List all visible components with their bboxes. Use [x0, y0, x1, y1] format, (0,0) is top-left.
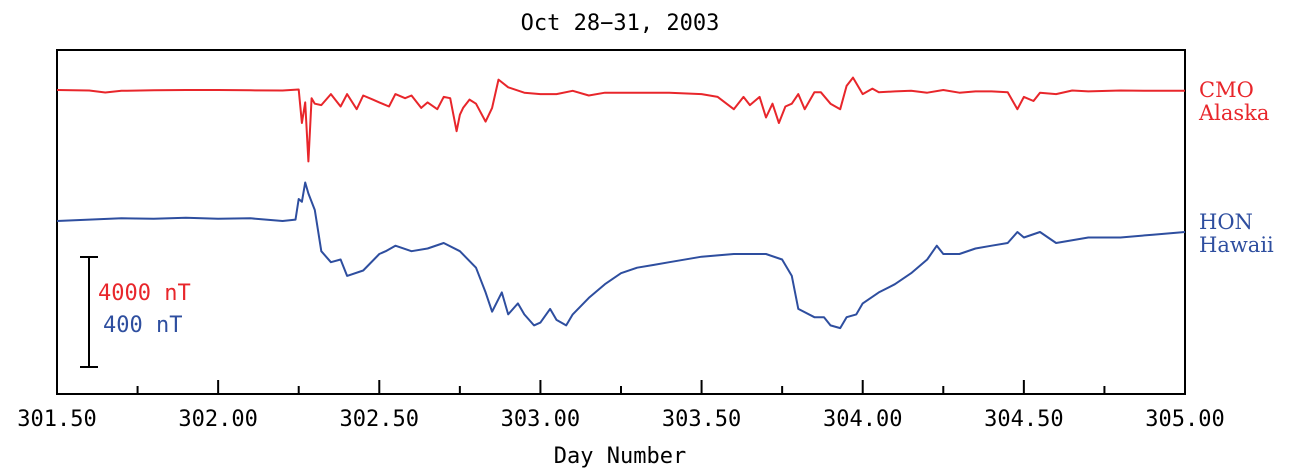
x-tick-label-1: 302.00 [178, 407, 257, 432]
plot-frame [56, 49, 1186, 395]
x-tick-label-6: 304.50 [984, 407, 1063, 432]
series-layer [56, 76, 1186, 330]
chart-title: Oct 28−31, 2003 [521, 11, 720, 36]
scale-label-cmo: 4000 nT [98, 281, 191, 306]
scale-label-hon: 400 nT [103, 313, 182, 338]
legend-hon-line1: HON [1199, 210, 1253, 234]
x-tick-label-0: 301.50 [17, 407, 96, 432]
scale-bar: 4000 nT 400 nT [80, 256, 191, 368]
legend-cmo-line2: Alaska [1198, 101, 1269, 125]
x-tick-label-7: 305.00 [1145, 407, 1224, 432]
legend-hon-line2: Hawaii [1199, 233, 1274, 257]
series-line-cmo [56, 76, 1185, 163]
x-axis-label: Day Number [554, 444, 686, 469]
x-tick-label-5: 304.00 [823, 407, 902, 432]
x-tick-label-4: 303.50 [662, 407, 741, 432]
legend-cmo: CMO Alaska [1198, 78, 1269, 125]
legend-hon: HON Hawaii [1199, 210, 1274, 257]
series-line-hon [56, 181, 1186, 330]
legend-cmo-line1: CMO [1199, 78, 1254, 102]
x-axis-ticks: 301.50 302.00 302.50 303.00 303.50 304.00 304.… [17, 380, 1225, 432]
x-tick-label-3: 303.00 [501, 407, 580, 432]
x-tick-label-2: 302.50 [340, 407, 419, 432]
